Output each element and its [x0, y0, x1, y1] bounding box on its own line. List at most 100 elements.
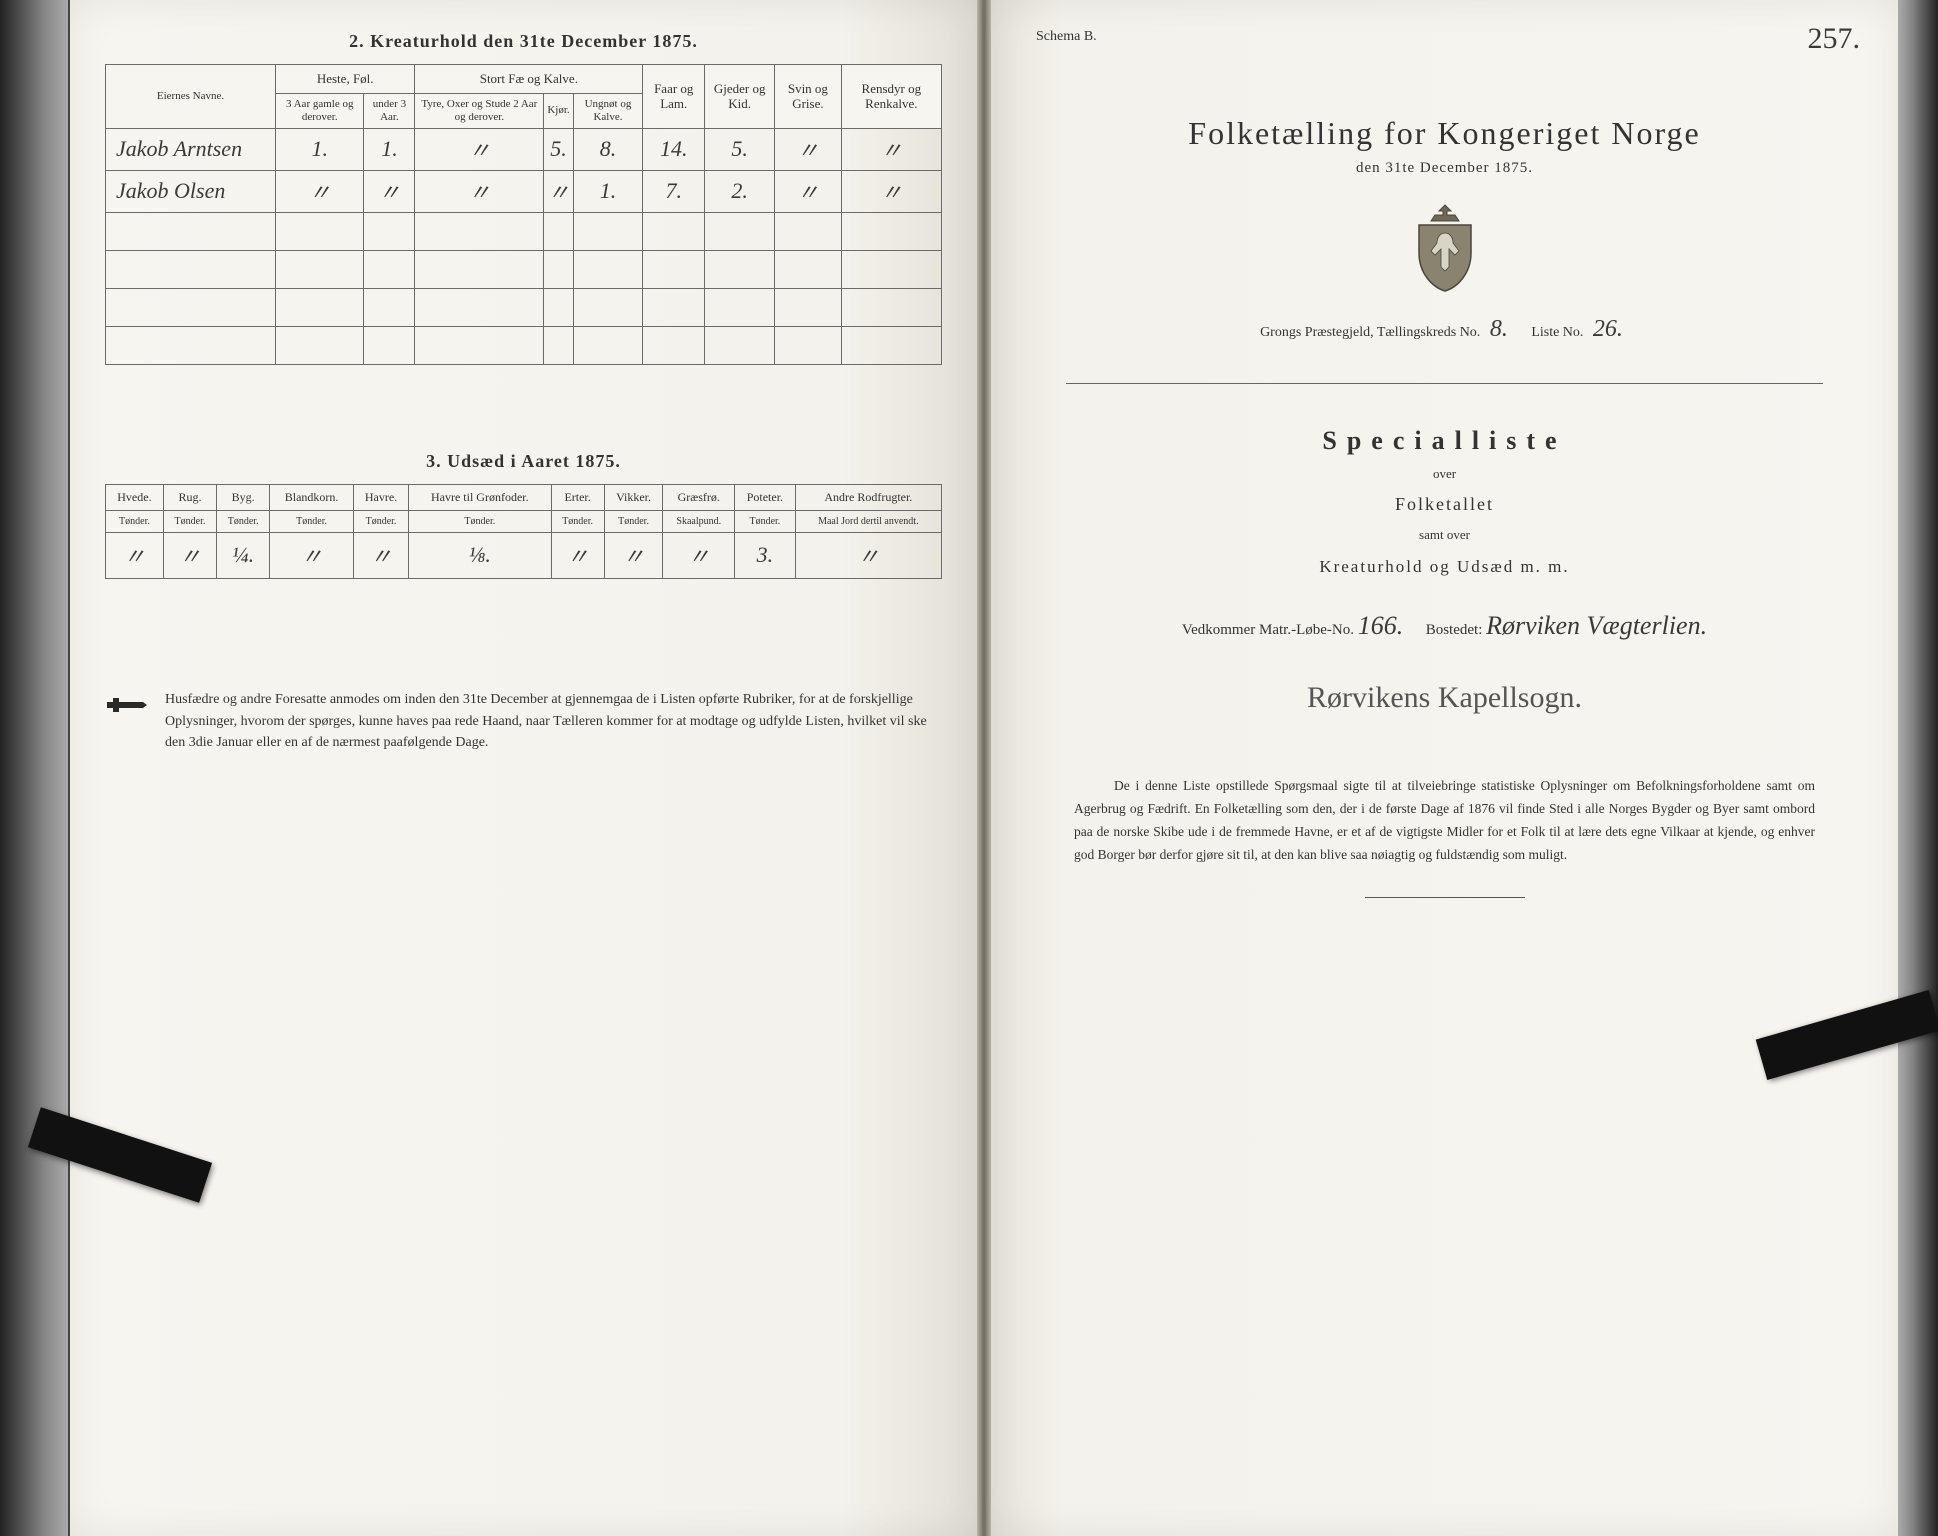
table-row-blank — [106, 212, 942, 250]
cell: 〃 — [270, 532, 354, 578]
kreds-no: 8. — [1490, 316, 1508, 342]
cell: 〃 — [415, 170, 544, 212]
cell: 〃 — [544, 170, 573, 212]
cell: 〃 — [604, 532, 663, 578]
th-faar: Faar og Lam. — [643, 65, 705, 129]
th-unit: Tønder. — [551, 510, 604, 532]
kreaturhold-table: Eiernes Navne. Heste, Føl. Stort Fæ og K… — [105, 64, 942, 365]
t2-head: Eiernes Navne. Heste, Føl. Stort Fæ og K… — [106, 65, 942, 129]
specialliste-heading: Specialliste — [1026, 426, 1863, 456]
th: Hvede. — [106, 484, 164, 510]
th-unit: Tønder. — [106, 510, 164, 532]
table-row: Jakob Olsen 〃 〃 〃 〃 1. 7. 2. 〃 〃 — [106, 170, 942, 212]
cell: 〃 — [353, 532, 408, 578]
bostedet-value: Rørviken Vægterlien. — [1486, 611, 1707, 640]
th-svin: Svin og Grise. — [775, 65, 842, 129]
rule — [1066, 383, 1823, 384]
samt-label: samt over — [1026, 527, 1863, 543]
liste-label: Liste No. — [1531, 325, 1583, 340]
th: Rug. — [163, 484, 216, 510]
cell: 8. — [573, 128, 643, 170]
cell: 2. — [705, 170, 775, 212]
th: Græsfrø. — [663, 484, 735, 510]
schema-label: Schema B. — [1036, 29, 1863, 45]
footer-note-text: Husfædre og andre Foresatte anmodes om i… — [165, 689, 942, 754]
spacer — [105, 365, 942, 445]
th-stor-c: Ungnøt og Kalve. — [573, 93, 643, 128]
th: Poteter. — [735, 484, 796, 510]
th-unit: Tønder. — [163, 510, 216, 532]
parish-line: Grongs Præstegjeld, Tællingskreds No. 8.… — [1026, 316, 1863, 343]
cell: 3. — [735, 532, 796, 578]
book-spine — [977, 0, 991, 1536]
t3-body: 〃 〃 ¼. 〃 〃 ⅛. 〃 〃 〃 3. 〃 — [106, 532, 942, 578]
bostedet-label: Bostedet: — [1426, 622, 1483, 638]
cell: 〃 — [841, 170, 941, 212]
th: Vikker. — [604, 484, 663, 510]
section3-title: 3. Udsæd i Aaret 1875. — [105, 451, 942, 472]
th-stor-a: Tyre, Oxer og Stude 2 Aar og derover. — [415, 93, 544, 128]
cell: ¼. — [217, 532, 270, 578]
th-unit: Tønder. — [353, 510, 408, 532]
th-unit: Tønder. — [604, 510, 663, 532]
cell: 1. — [276, 128, 364, 170]
cell: 〃 — [663, 532, 735, 578]
th-unit: Skaalpund. — [663, 510, 735, 532]
th-unit: Tønder. — [270, 510, 354, 532]
bottom-paragraph: De i denne Liste opstillede Spørgsmaal s… — [1074, 775, 1815, 867]
th-stor-b: Kjør. — [544, 93, 573, 128]
t2-body: Jakob Arntsen 1. 1. 〃 5. 8. 14. 5. 〃 〃 J… — [106, 128, 942, 364]
parish-label: Grongs Præstegjeld, Tællingskreds No. — [1260, 325, 1480, 340]
th-gjeder: Gjeder og Kid. — [705, 65, 775, 129]
owner-name: Jakob Olsen — [106, 170, 276, 212]
cell: 〃 — [163, 532, 216, 578]
cell: 1. — [364, 128, 415, 170]
cell: 1. — [573, 170, 643, 212]
udsaed-table: Hvede. Rug. Byg. Blandkorn. Havre. Havre… — [105, 484, 942, 579]
table-row: Jakob Arntsen 1. 1. 〃 5. 8. 14. 5. 〃 〃 — [106, 128, 942, 170]
main-title: Folketælling for Kongeriget Norge — [1026, 115, 1863, 152]
book-edge-left — [0, 0, 70, 1536]
cell: 14. — [643, 128, 705, 170]
t3-head: Hvede. Rug. Byg. Blandkorn. Havre. Havre… — [106, 484, 942, 532]
footer-note: Husfædre og andre Foresatte anmodes om i… — [105, 689, 942, 754]
table-row: 〃 〃 ¼. 〃 〃 ⅛. 〃 〃 〃 3. 〃 — [106, 532, 942, 578]
cell: 〃 — [775, 170, 842, 212]
cell: 〃 — [775, 128, 842, 170]
th-owner: Eiernes Navne. — [106, 65, 276, 129]
book-edge-right — [1898, 0, 1938, 1536]
th: Havre til Grønfoder. — [409, 484, 551, 510]
table-row-blank — [106, 288, 942, 326]
left-page: 2. Kreaturhold den 31te December 1875. E… — [70, 0, 977, 1536]
matr-no: 166. — [1358, 611, 1404, 640]
th-heste-b: under 3 Aar. — [364, 93, 415, 128]
kreatur-label: Kreaturhold og Udsæd m. m. — [1026, 557, 1863, 577]
right-page: Schema B. 257. Folketælling for Kongerig… — [991, 0, 1898, 1536]
end-rule — [1365, 897, 1525, 898]
cell: 〃 — [364, 170, 415, 212]
title-block: Folketælling for Kongeriget Norge den 31… — [1026, 115, 1863, 177]
pointing-hand-icon — [105, 692, 147, 718]
th-ren: Rensdyr og Renkalve. — [841, 65, 941, 129]
cell: 7. — [643, 170, 705, 212]
th: Havre. — [353, 484, 408, 510]
coat-of-arms-icon — [1026, 203, 1863, 298]
th: Erter. — [551, 484, 604, 510]
sogn-script: Rørvikens Kapellsogn. — [1026, 681, 1863, 715]
cell: 〃 — [795, 532, 941, 578]
th: Andre Rodfrugter. — [795, 484, 941, 510]
cell: 〃 — [106, 532, 164, 578]
vedkommer-line: Vedkommer Matr.-Løbe-No. 166. Bostedet: … — [1026, 611, 1863, 641]
folketallet-label: Folketallet — [1026, 494, 1863, 515]
vedk-label: Vedkommer Matr.-Løbe-No. — [1182, 622, 1354, 638]
th-storfe: Stort Fæ og Kalve. — [415, 65, 643, 94]
liste-no: 26. — [1593, 316, 1623, 342]
table-row-blank — [106, 250, 942, 288]
th-heste: Heste, Føl. — [276, 65, 415, 94]
page-number: 257. — [1808, 22, 1861, 56]
cell: 5. — [544, 128, 573, 170]
subtitle: den 31te December 1875. — [1026, 160, 1863, 177]
th-heste-a: 3 Aar gamle og derover. — [276, 93, 364, 128]
th: Blandkorn. — [270, 484, 354, 510]
th: Byg. — [217, 484, 270, 510]
